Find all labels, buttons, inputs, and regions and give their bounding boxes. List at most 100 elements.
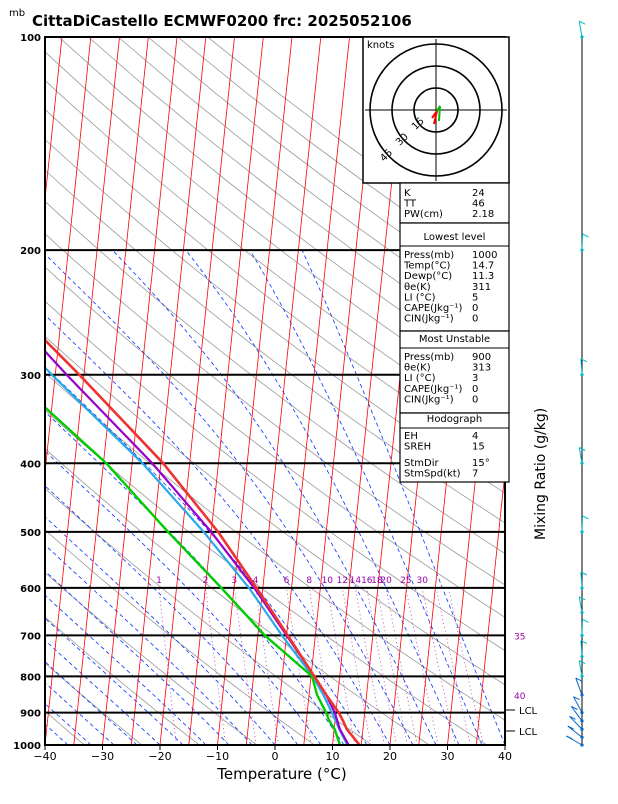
index-lowest-key: Dewp(°C) (404, 271, 452, 282)
index-lowest-key: CIN(Jkg⁻¹) (404, 314, 454, 325)
index-top-key: PW(cm) (404, 209, 443, 220)
dry-adiabat-line (0, 37, 602, 745)
wind-barb-feather (583, 234, 589, 237)
moist-adiabat-line (0, 390, 160, 745)
temp-tick-label: −40 (33, 750, 56, 763)
moist-adiabat-line (0, 427, 114, 745)
mixing-ratio-label: 6 (284, 576, 290, 586)
index-hodo-key: EH (404, 431, 418, 442)
isotherm-line (160, 37, 235, 745)
moist-adiabat-line (41, 250, 413, 745)
index-hodo-key: SREH (404, 442, 431, 453)
isotherm-line (131, 37, 206, 745)
isotherm-line (0, 37, 5, 745)
wind-barb (579, 21, 585, 38)
dry-adiabat-line (88, 37, 618, 745)
mixing-ratio-label: 3 (231, 576, 237, 586)
moist-adiabat-line (0, 370, 183, 745)
mixing-ratio-label: 2 (203, 576, 209, 586)
index-hodo-storm-key: StmDir (404, 458, 439, 469)
hodograph-knots-label: knots (367, 40, 394, 51)
temp-tick-label: 40 (498, 750, 512, 763)
mixing-ratio-line (206, 588, 226, 745)
mixing-ratio-lines (159, 588, 484, 745)
pressure-tick-label: 600 (20, 584, 41, 595)
mixing-ratio-line (448, 588, 483, 745)
pressure-tick-label: 300 (20, 371, 41, 382)
wind-barb-shaft (582, 619, 583, 635)
mixing-ratio-line (234, 588, 256, 745)
index-lowest-value: 311 (472, 282, 491, 293)
pressure-tick-label: 500 (20, 528, 41, 539)
pressure-tick-label: 900 (20, 709, 41, 720)
index-lowest-key: LI (°C) (404, 292, 436, 303)
index-lowest-key: θe(K) (404, 282, 431, 293)
mixing-ratio-line (406, 588, 438, 745)
wind-barb-shaft (579, 21, 582, 37)
index-top-value: 2.18 (472, 209, 494, 220)
index-lowest-value: 11.3 (472, 271, 494, 282)
index-unstable-value: 900 (472, 352, 491, 363)
mixing-ratio-label: 30 (416, 576, 428, 586)
wind-barb (580, 572, 587, 590)
index-lowest-value: 5 (472, 292, 478, 303)
wind-barb-feather (583, 516, 589, 519)
pressure-tick-label: 700 (20, 631, 41, 642)
temp-tick-label: −20 (148, 750, 171, 763)
isotherm-line (103, 37, 178, 745)
index-top-value: 24 (472, 188, 485, 199)
mixing-ratio-axis-label: Mixing Ratio (g/kg) (533, 408, 549, 540)
index-lowest-value: 14.7 (472, 261, 494, 272)
wind-barb (580, 359, 587, 377)
index-hodo-storm-key: StmSpd(kt) (404, 469, 461, 480)
index-unstable-value: 0 (472, 394, 478, 405)
isotherm-line (218, 37, 293, 745)
index-top-value: 46 (472, 199, 485, 210)
index-lowest-value: 0 (472, 303, 478, 314)
temp-tick-label: −10 (206, 750, 229, 763)
moist-adiabat-line (0, 348, 206, 745)
index-unstable-key: CIN(Jkg⁻¹) (404, 394, 454, 405)
mixing-ratio-label: 14 (350, 576, 362, 586)
index-lowest-key: CAPE(Jkg⁻¹) (404, 303, 462, 314)
index-top-key: K (404, 188, 411, 199)
index-hodo-storm-value: 7 (472, 469, 478, 480)
temp-tick-label: 0 (272, 750, 279, 763)
hodograph-title: Hodograph (427, 414, 482, 425)
pressure-tick-label: 100 (20, 33, 41, 44)
mixing-ratio-label: 35 (514, 632, 525, 642)
temp-tick-label: 10 (326, 750, 340, 763)
index-unstable-key: Press(mb) (404, 352, 454, 363)
temp-tick-label: −30 (91, 750, 114, 763)
index-unstable-key: CAPE(Jkg⁻¹) (404, 384, 462, 395)
mixing-ratio-line (309, 588, 335, 745)
mixing-ratio-line (386, 588, 417, 745)
mixing-ratio-label: 25 (400, 576, 411, 586)
mixing-ratio-label: 40 (514, 692, 526, 702)
pressure-unit-label: mb (9, 8, 25, 19)
lowest-level-title: Lowest level (424, 232, 486, 243)
index-unstable-key: LI (°C) (404, 373, 436, 384)
chart-title: CittaDiCastello ECMWF0200 frc: 202505210… (32, 12, 412, 30)
lcl-markers: LCL LCL (505, 706, 538, 738)
index-hodo-value: 15 (472, 442, 485, 453)
mixing-ratio-label: 8 (306, 576, 312, 586)
moist-adiabat-line (0, 250, 390, 745)
mixing-ratio-label: 10 (322, 576, 334, 586)
mixing-ratio-label: 12 (337, 576, 348, 586)
index-unstable-value: 0 (472, 384, 478, 395)
mixing-ratio-label: 20 (380, 576, 392, 586)
lcl-label-1: LCL (519, 706, 538, 717)
index-unstable-key: θe(K) (404, 363, 431, 374)
dry-adiabat-line (29, 37, 618, 745)
index-hodo-storm-value: 15° (472, 458, 490, 469)
moist-adiabat-line (0, 467, 68, 745)
temp-tick-label: 20 (383, 750, 397, 763)
wind-barb-shaft (582, 516, 583, 532)
index-lowest-key: Temp(°C) (403, 261, 451, 272)
dry-adiabat-line (0, 37, 84, 745)
x-axis-label: Temperature (°C) (216, 765, 346, 783)
